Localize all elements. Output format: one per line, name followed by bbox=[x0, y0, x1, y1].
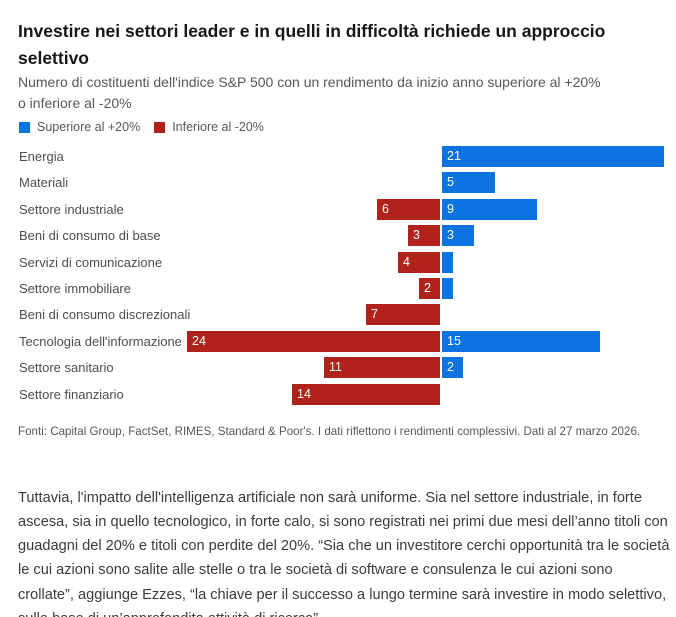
legend-label-negative: Inferiore al -20% bbox=[172, 120, 264, 134]
bar-value-label: 5 bbox=[447, 175, 454, 190]
sector-label: Beni di consumo di base bbox=[19, 228, 161, 244]
negative-bar: 14 bbox=[292, 383, 440, 405]
sector-label: Tecnologia dell'informazione bbox=[19, 333, 182, 349]
chart-row: Settore finanziario 14 bbox=[0, 383, 676, 405]
legend-item-positive: Superiore al +20% bbox=[19, 120, 140, 134]
legend-item-negative: Inferiore al -20% bbox=[154, 120, 264, 134]
sector-label: Settore industriale bbox=[19, 201, 124, 217]
sector-label: Energia bbox=[19, 149, 64, 164]
positive-bar: 9 bbox=[442, 198, 537, 220]
negative-bar: 7 bbox=[366, 304, 440, 326]
negative-bar: 4 bbox=[398, 251, 440, 273]
article-title: Investire nei settori leader e in quelli… bbox=[18, 20, 606, 68]
bar-value-label: 9 bbox=[447, 201, 454, 216]
negative-swatch-icon bbox=[154, 121, 166, 133]
bar-value-label: 2 bbox=[447, 360, 454, 375]
chart-row: Settore immobiliare 2 bbox=[0, 278, 676, 299]
sector-label: Settore sanitario bbox=[19, 360, 114, 376]
sector-label: Settore immobiliare bbox=[19, 281, 131, 296]
bar-value-label: 6 bbox=[382, 201, 389, 216]
negative-bar: 24 bbox=[187, 330, 440, 352]
source-note: Fonti: Capital Group, FactSet, RIMES, St… bbox=[18, 425, 641, 438]
body-paragraph: Tuttavia, l'impatto dell'intelligenza ar… bbox=[18, 489, 670, 617]
chart-row: Beni di consumo discrezionali 7 bbox=[0, 304, 676, 326]
positive-bar: 3 bbox=[442, 225, 474, 247]
chart-row: Beni di consumo di base 3 3 bbox=[0, 225, 676, 247]
sector-label: Beni di consumo discrezionali bbox=[19, 307, 191, 323]
bar-value-label: 2 bbox=[424, 281, 431, 295]
sector-label: Settore finanziario bbox=[19, 386, 124, 402]
bar-value-label: 15 bbox=[447, 333, 461, 348]
chart-row: Energia 21 bbox=[0, 146, 676, 167]
chart-legend: Superiore al +20% Inferiore al -20% bbox=[19, 120, 264, 134]
positive-bar: 5 bbox=[442, 172, 495, 194]
positive-bar bbox=[442, 251, 453, 273]
bar-value-label: 3 bbox=[413, 228, 420, 243]
bar-chart: Energia 21 Materiali 5 Settore industriale 6 9… bbox=[0, 146, 676, 412]
chart-row: Materiali 5 bbox=[0, 172, 676, 194]
bar-value-label: 14 bbox=[297, 386, 311, 401]
negative-bar: 6 bbox=[377, 198, 440, 220]
positive-swatch-icon bbox=[19, 121, 30, 133]
positive-bar: 2 bbox=[442, 357, 463, 379]
bar-value-label: 3 bbox=[447, 228, 454, 243]
negative-bar: 11 bbox=[324, 357, 440, 379]
positive-bar bbox=[442, 278, 453, 299]
negative-bar: 3 bbox=[408, 225, 440, 247]
negative-bar: 2 bbox=[419, 278, 440, 299]
bar-value-label: 24 bbox=[192, 333, 206, 348]
chart-row: Servizi di comunicazione 4 bbox=[0, 251, 676, 273]
positive-bar: 21 bbox=[442, 146, 664, 167]
chart-row: Tecnologia dell'informazione 24 15 bbox=[0, 330, 676, 352]
sector-label: Servizi di comunicazione bbox=[19, 254, 163, 270]
legend-label-positive: Superiore al +20% bbox=[37, 120, 141, 134]
bar-value-label: 4 bbox=[403, 254, 410, 269]
positive-bar: 15 bbox=[442, 330, 600, 352]
bar-value-label: 7 bbox=[371, 307, 378, 322]
chart-subtitle: Numero di costituenti dell'indice S&P 50… bbox=[18, 74, 601, 111]
sector-label: Materiali bbox=[19, 175, 69, 191]
bar-value-label: 11 bbox=[329, 360, 342, 375]
bar-value-label: 21 bbox=[447, 149, 461, 163]
chart-row: Settore industriale 6 9 bbox=[0, 198, 676, 220]
chart-row: Settore sanitario 11 2 bbox=[0, 357, 676, 379]
